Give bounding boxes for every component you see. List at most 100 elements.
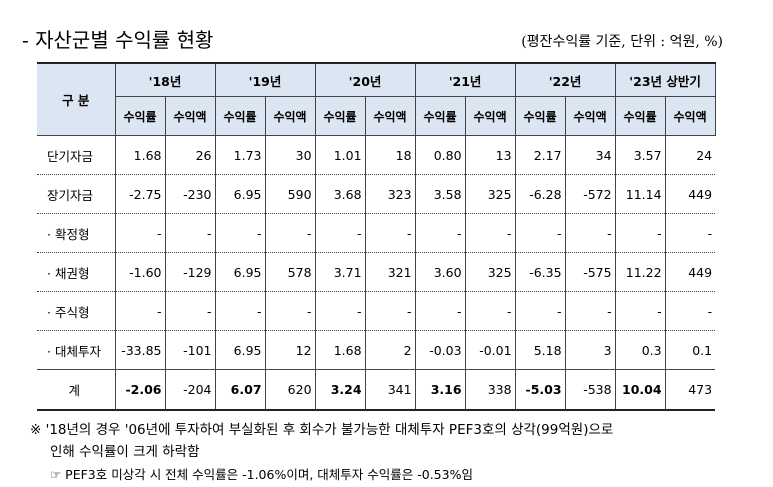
table-row: 계 -2.06 -204 6.07 620 3.24 341 3.16 338 -5.03 -538… bbox=[37, 369, 716, 411]
cell: -538 bbox=[564, 369, 616, 411]
cell: 13 bbox=[464, 135, 516, 175]
cell: -6.35 bbox=[514, 252, 566, 292]
cell: 341 bbox=[364, 369, 416, 411]
cell: - bbox=[164, 291, 216, 331]
cell: -101 bbox=[164, 330, 216, 370]
sub-header: 수익률 bbox=[314, 96, 366, 136]
table-row: · 확정형 - - - - - - - - - - - - bbox=[37, 213, 716, 253]
cell: - bbox=[364, 291, 416, 331]
cell: 449 bbox=[664, 252, 716, 292]
cell: 323 bbox=[364, 174, 416, 214]
cell: 0.80 bbox=[414, 135, 466, 175]
table-row: 단기자금 1.68 26 1.73 30 1.01 18 0.80 13 2.17 34 3.57 24 bbox=[37, 135, 716, 175]
row-label: · 대체투자 bbox=[37, 330, 115, 370]
cell: - bbox=[464, 213, 516, 253]
row-label: 장기자금 bbox=[37, 174, 115, 214]
year-header: '20년 bbox=[314, 62, 416, 97]
cell: 2 bbox=[364, 330, 416, 370]
row-label: · 확정형 bbox=[37, 213, 115, 253]
cell: 10.04 bbox=[614, 369, 666, 411]
cell: 18 bbox=[364, 135, 416, 175]
sub-header: 수익률 bbox=[114, 96, 166, 136]
row-label: 계 bbox=[37, 369, 115, 411]
cell: - bbox=[264, 291, 316, 331]
cell: 24 bbox=[664, 135, 716, 175]
cell: 0.3 bbox=[614, 330, 666, 370]
cell: -204 bbox=[164, 369, 216, 411]
cell: -0.01 bbox=[464, 330, 516, 370]
cell: -0.03 bbox=[414, 330, 466, 370]
sub-header: 수익액 bbox=[664, 96, 716, 136]
title: - 자산군별 수익률 현황 bbox=[22, 28, 214, 52]
cell: -129 bbox=[164, 252, 216, 292]
cell: 6.95 bbox=[214, 174, 266, 214]
note: 인해 수익률이 크게 하락함 bbox=[50, 444, 200, 460]
cell: 3.16 bbox=[414, 369, 466, 411]
cell: 338 bbox=[464, 369, 516, 411]
sub-header: 수익액 bbox=[464, 96, 516, 136]
sub-header: 수익률 bbox=[414, 96, 466, 136]
sub-header: 수익액 bbox=[564, 96, 616, 136]
cell: 473 bbox=[664, 369, 716, 411]
cell: 620 bbox=[264, 369, 316, 411]
cell: - bbox=[564, 291, 616, 331]
cell: 2.17 bbox=[514, 135, 566, 175]
unit: (평잔수익률 기준, 단위 : 억원, %) bbox=[521, 34, 723, 50]
cell: 3.58 bbox=[414, 174, 466, 214]
sub-header: 수익률 bbox=[614, 96, 666, 136]
cell: - bbox=[264, 213, 316, 253]
cell: - bbox=[514, 291, 566, 331]
cell: - bbox=[314, 213, 366, 253]
cell: 578 bbox=[264, 252, 316, 292]
cell: -5.03 bbox=[514, 369, 566, 411]
note: ☞ PEF3호 미상각 시 전체 수익률은 -1.06%이며, 대체투자 수익률… bbox=[50, 467, 473, 482]
cell: - bbox=[214, 213, 266, 253]
row-label: · 채권형 bbox=[37, 252, 115, 292]
cell: 5.18 bbox=[514, 330, 566, 370]
cell: -1.60 bbox=[114, 252, 165, 292]
cell: 449 bbox=[664, 174, 716, 214]
cell: 3 bbox=[564, 330, 616, 370]
returns-table: 구 분 '18년 '19년 '20년 '21년 '22년 '23년 상반기 수익률 수익액 수익… bbox=[37, 62, 716, 411]
cell: 6.95 bbox=[214, 330, 266, 370]
cell: 325 bbox=[464, 174, 516, 214]
year-header: '21년 bbox=[414, 62, 516, 97]
cell: - bbox=[614, 213, 666, 253]
cell: 1.01 bbox=[314, 135, 366, 175]
cell: 321 bbox=[364, 252, 416, 292]
cell: 26 bbox=[164, 135, 216, 175]
cell: 1.68 bbox=[314, 330, 366, 370]
row-label: 단기자금 bbox=[37, 135, 115, 175]
cell: 11.22 bbox=[614, 252, 666, 292]
cell: 3.68 bbox=[314, 174, 366, 214]
note: ※ '18년의 경우 '06년에 투자하여 부실화된 후 회수가 불가능한 대체… bbox=[30, 422, 614, 438]
cell: - bbox=[364, 213, 416, 253]
cell: 11.14 bbox=[614, 174, 666, 214]
cell: - bbox=[314, 291, 366, 331]
row-label: · 주식형 bbox=[37, 291, 115, 331]
cell: 3.60 bbox=[414, 252, 466, 292]
cell: 3.24 bbox=[314, 369, 366, 411]
sub-header: 수익액 bbox=[364, 96, 416, 136]
cell: 1.73 bbox=[214, 135, 266, 175]
cell: - bbox=[414, 291, 466, 331]
cell: -230 bbox=[164, 174, 216, 214]
cell: -2.06 bbox=[114, 369, 165, 411]
cell: 590 bbox=[264, 174, 316, 214]
cell: 0.1 bbox=[664, 330, 716, 370]
cell: -2.75 bbox=[114, 174, 165, 214]
cell: 6.95 bbox=[214, 252, 266, 292]
cell: - bbox=[514, 213, 566, 253]
cell: 1.68 bbox=[114, 135, 165, 175]
cell: - bbox=[114, 291, 165, 331]
cell: - bbox=[664, 213, 716, 253]
year-header: '23년 상반기 bbox=[614, 62, 716, 97]
table-row: 장기자금 -2.75 -230 6.95 590 3.68 323 3.58 325 -6.28-… bbox=[37, 174, 716, 214]
cell: 325 bbox=[464, 252, 516, 292]
sub-header: 수익률 bbox=[514, 96, 566, 136]
cell: 3.57 bbox=[614, 135, 666, 175]
cell: 6.07 bbox=[214, 369, 266, 411]
cell: 34 bbox=[564, 135, 616, 175]
cell: - bbox=[464, 291, 516, 331]
cell: 3.71 bbox=[314, 252, 366, 292]
